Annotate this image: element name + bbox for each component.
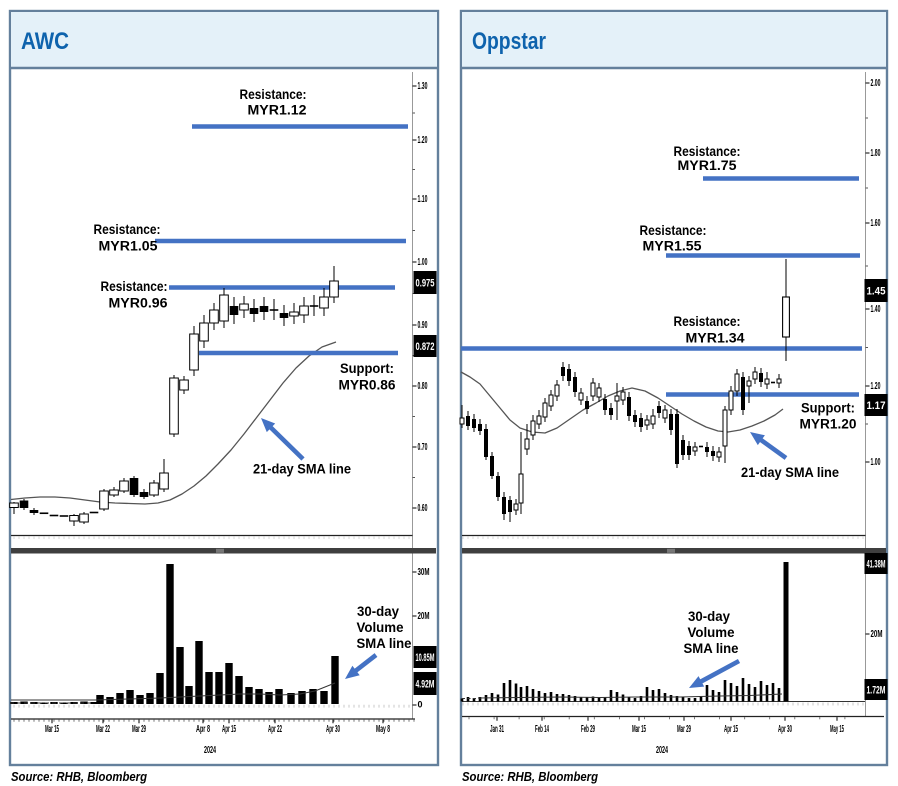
svg-text:1.20: 1.20 <box>418 135 428 146</box>
svg-text:0.60: 0.60 <box>418 503 428 514</box>
svg-text:1.17: 1.17 <box>867 400 886 412</box>
svg-text:30-day: 30-day <box>688 609 730 624</box>
svg-text:10.85M: 10.85M <box>416 652 435 664</box>
svg-text:Apr 15: Apr 15 <box>222 724 236 735</box>
svg-text:Mar 15: Mar 15 <box>45 724 59 735</box>
svg-text:Volume: Volume <box>688 625 735 640</box>
svg-text:Oppstar: Oppstar <box>472 28 546 55</box>
svg-text:0.872: 0.872 <box>416 341 435 353</box>
svg-text:May 15: May 15 <box>830 724 844 735</box>
svg-text:Mar 29: Mar 29 <box>132 724 146 735</box>
svg-text:1.00: 1.00 <box>418 257 428 268</box>
svg-text:Resistance:: Resistance: <box>240 87 307 102</box>
svg-text:MYR1.75: MYR1.75 <box>678 158 738 173</box>
svg-text:1.72M: 1.72M <box>867 685 886 697</box>
svg-text:0.70: 0.70 <box>418 442 428 453</box>
svg-text:Apr 8: Apr 8 <box>196 724 210 735</box>
svg-text:30-day: 30-day <box>357 604 399 619</box>
svg-text:4.92M: 4.92M <box>416 679 435 691</box>
svg-text:SMA line: SMA line <box>684 641 739 656</box>
svg-text:1.60: 1.60 <box>871 218 881 229</box>
svg-text:MYR0.86: MYR0.86 <box>339 378 396 393</box>
svg-text:0.90: 0.90 <box>418 320 428 331</box>
svg-text:20M: 20M <box>871 629 883 640</box>
svg-text:21-day SMA line: 21-day SMA line <box>253 462 351 477</box>
svg-text:MYR0.96: MYR0.96 <box>109 296 169 311</box>
svg-text:May 8: May 8 <box>376 724 390 735</box>
svg-text:Resistance:: Resistance: <box>640 223 707 238</box>
svg-text:1.20: 1.20 <box>871 381 881 392</box>
svg-text:Mar 29: Mar 29 <box>677 724 691 735</box>
svg-text:0.975: 0.975 <box>416 278 435 290</box>
svg-text:Resistance:: Resistance: <box>101 279 168 294</box>
svg-text:1.10: 1.10 <box>418 194 428 205</box>
svg-text:AWC: AWC <box>21 28 69 55</box>
svg-text:Resistance:: Resistance: <box>94 222 161 237</box>
svg-text:Apr 15: Apr 15 <box>724 724 738 735</box>
svg-text:Mar 15: Mar 15 <box>632 724 646 735</box>
svg-text:Jan 31: Jan 31 <box>490 724 504 735</box>
svg-text:Resistance:: Resistance: <box>674 314 741 329</box>
svg-text:Apr 30: Apr 30 <box>326 724 340 735</box>
svg-text:MYR1.55: MYR1.55 <box>643 239 703 254</box>
svg-text:Resistance:: Resistance: <box>674 144 741 159</box>
svg-text:MYR1.05: MYR1.05 <box>99 239 159 254</box>
svg-text:Mar 22: Mar 22 <box>96 724 110 735</box>
svg-text:1.45: 1.45 <box>867 286 886 298</box>
svg-text:Source: RHB, Bloomberg: Source: RHB, Bloomberg <box>11 770 147 784</box>
svg-text:2024: 2024 <box>656 745 668 756</box>
svg-text:Apr 30: Apr 30 <box>778 724 792 735</box>
svg-text:Feb 29: Feb 29 <box>581 724 595 735</box>
svg-text:41.38M: 41.38M <box>867 559 886 571</box>
svg-text:2024: 2024 <box>204 745 216 756</box>
svg-text:Apr 22: Apr 22 <box>268 724 282 735</box>
svg-text:1.80: 1.80 <box>871 148 881 159</box>
svg-text:1.00: 1.00 <box>871 457 881 468</box>
svg-text:Feb 14: Feb 14 <box>535 724 549 735</box>
svg-text:MYR1.34: MYR1.34 <box>686 331 746 346</box>
svg-text:30M: 30M <box>418 567 430 578</box>
svg-text:SMA line: SMA line <box>357 636 412 651</box>
svg-text:1.40: 1.40 <box>871 304 881 315</box>
svg-text:Support:: Support: <box>340 361 394 376</box>
svg-text:0: 0 <box>418 700 423 710</box>
svg-text:Source: RHB, Bloomberg: Source: RHB, Bloomberg <box>462 770 598 784</box>
svg-text:2.00: 2.00 <box>871 78 881 89</box>
svg-text:Support:: Support: <box>801 401 855 416</box>
svg-text:21-day SMA line: 21-day SMA line <box>741 465 839 480</box>
svg-text:1.30: 1.30 <box>418 81 428 92</box>
svg-text:Volume: Volume <box>357 620 404 635</box>
svg-text:MYR1.12: MYR1.12 <box>248 103 307 118</box>
svg-text:0.80: 0.80 <box>418 381 428 392</box>
svg-text:MYR1.20: MYR1.20 <box>800 417 857 432</box>
svg-text:20M: 20M <box>418 611 430 622</box>
